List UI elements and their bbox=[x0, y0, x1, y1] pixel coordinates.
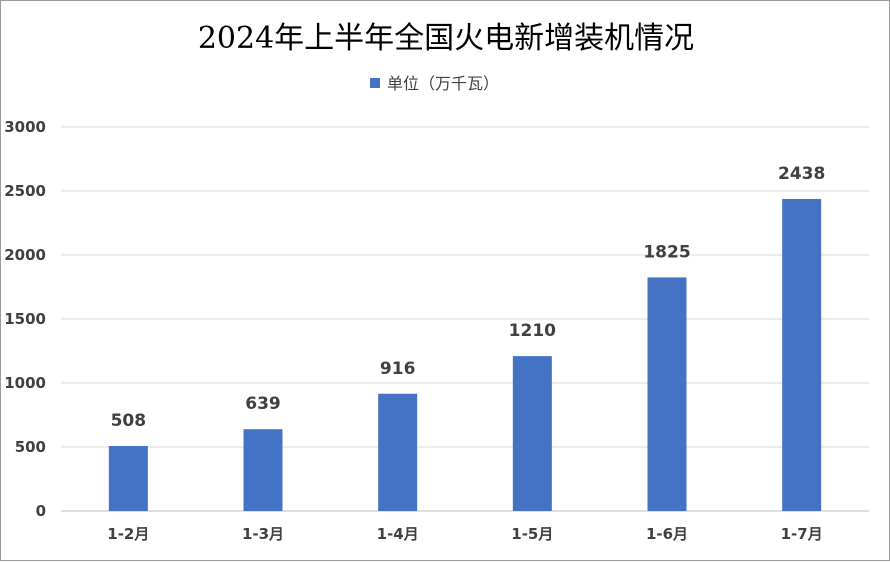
bar bbox=[647, 277, 687, 511]
x-category-label: 1-3月 bbox=[242, 525, 284, 543]
y-tick-label: 0 bbox=[36, 502, 46, 520]
data-label: 2438 bbox=[778, 164, 825, 184]
y-axis-ticks: 0 500 1000 1500 2000 2500 3000 bbox=[4, 118, 46, 520]
data-label: 916 bbox=[380, 359, 416, 379]
y-tick-label: 2500 bbox=[4, 182, 46, 200]
y-tick-label: 2000 bbox=[4, 246, 46, 264]
y-tick-label: 3000 bbox=[4, 118, 46, 136]
x-axis-categories: 1-2月 1-3月 1-4月 1-5月 1-6月 1-7月 bbox=[107, 525, 822, 543]
y-tick-label: 1000 bbox=[4, 374, 46, 392]
bar bbox=[108, 445, 148, 511]
bar bbox=[782, 198, 822, 511]
data-label: 1825 bbox=[643, 242, 690, 262]
legend: 单位（万千瓦） bbox=[370, 74, 499, 93]
legend-swatch bbox=[370, 78, 380, 88]
y-tick-label: 1500 bbox=[4, 310, 46, 328]
legend-label: 单位（万千瓦） bbox=[387, 74, 499, 93]
x-category-label: 1-2月 bbox=[107, 525, 149, 543]
data-labels: 508 639 916 1210 1825 2438 bbox=[111, 164, 826, 431]
bars bbox=[108, 198, 822, 511]
bar bbox=[243, 429, 283, 511]
data-label: 1210 bbox=[509, 321, 556, 341]
bar bbox=[512, 356, 552, 511]
data-label: 508 bbox=[111, 411, 147, 431]
x-category-label: 1-4月 bbox=[377, 525, 419, 543]
x-category-label: 1-7月 bbox=[781, 525, 823, 543]
x-category-label: 1-6月 bbox=[646, 525, 688, 543]
y-tick-label: 500 bbox=[15, 438, 46, 456]
gridlines bbox=[61, 126, 869, 512]
data-label: 639 bbox=[245, 394, 281, 414]
x-category-label: 1-5月 bbox=[511, 525, 553, 543]
chart-title: 2024年上半年全国火电新增装机情况 bbox=[198, 21, 694, 56]
bar bbox=[378, 393, 418, 511]
